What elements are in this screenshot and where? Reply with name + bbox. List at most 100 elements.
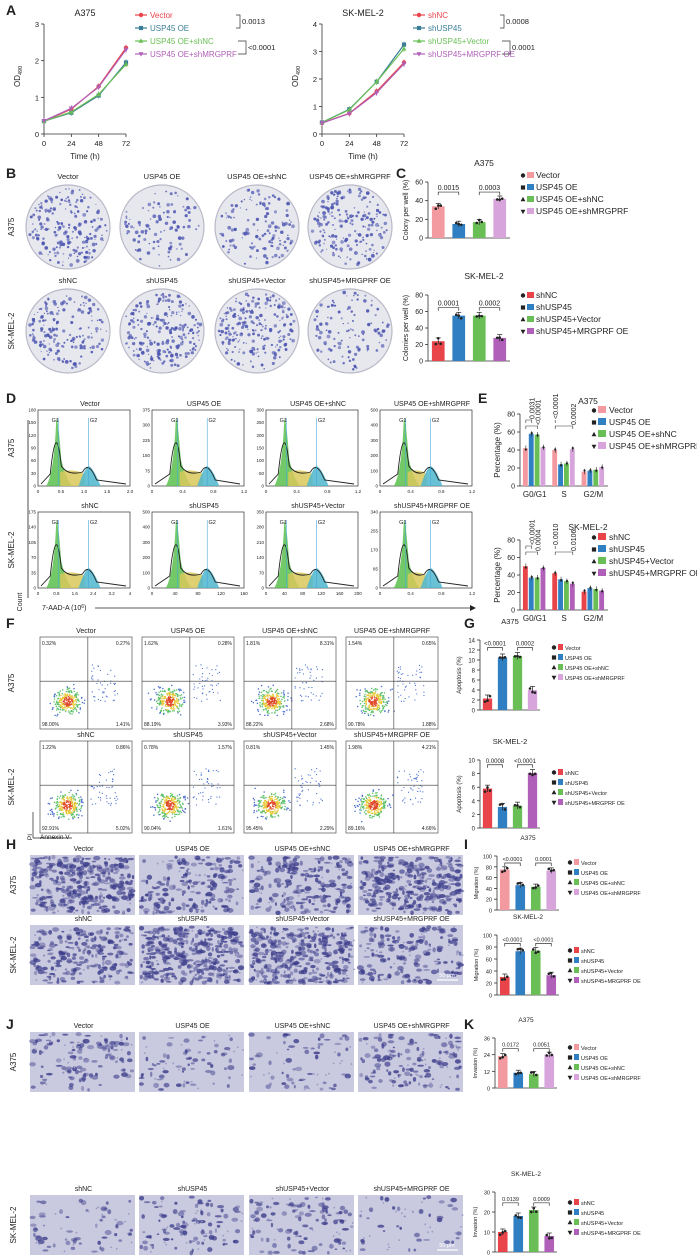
colony — [278, 356, 281, 359]
panel-label-i: I — [464, 836, 468, 852]
event-dot — [380, 710, 383, 712]
event-dot — [260, 799, 262, 802]
event-dot — [257, 806, 260, 808]
colony — [287, 332, 291, 337]
bar — [552, 450, 558, 486]
event-dot — [380, 692, 383, 694]
column-label: Vector — [76, 628, 97, 635]
event-dot — [198, 778, 201, 781]
membrane-pore — [126, 873, 129, 876]
colony — [325, 322, 328, 325]
event-dot — [364, 710, 366, 713]
quadrant-value: 3.93% — [218, 722, 233, 728]
bar — [558, 579, 563, 610]
colony — [184, 208, 187, 212]
event-dot — [58, 808, 61, 810]
colony — [361, 338, 365, 342]
event-dot — [296, 796, 298, 798]
event-dot — [283, 694, 285, 696]
colony — [61, 344, 64, 348]
event-dot — [379, 798, 381, 801]
event-dot — [371, 815, 374, 818]
event-dot — [160, 704, 163, 706]
event-dot — [211, 669, 213, 671]
event-dot — [407, 674, 409, 677]
event-dot — [319, 785, 321, 788]
colony — [349, 258, 352, 261]
x-tick-label: 0.8 — [438, 489, 445, 494]
event-dot — [373, 812, 375, 815]
event-dot — [180, 689, 182, 691]
colony — [374, 328, 378, 333]
colony — [45, 302, 48, 306]
colony — [281, 301, 286, 306]
event-dot — [375, 792, 377, 794]
colony — [191, 348, 194, 350]
event-dot — [298, 668, 301, 670]
event-dot — [161, 808, 164, 810]
colony — [255, 315, 259, 320]
event-dot — [159, 809, 161, 811]
data-point — [520, 173, 526, 178]
p-value: 0.0004 — [536, 529, 543, 551]
event-dot — [260, 811, 262, 813]
event-dot — [64, 805, 66, 808]
event-dot — [368, 809, 370, 811]
event-dot — [391, 688, 393, 690]
colony — [148, 321, 152, 326]
event-dot — [206, 667, 208, 669]
colony — [255, 234, 259, 239]
colony — [341, 195, 346, 200]
data-point — [41, 119, 47, 124]
event-dot — [110, 804, 112, 806]
event-dot — [299, 694, 302, 696]
event-dot — [309, 677, 311, 679]
plot-frame — [39, 636, 133, 730]
colony — [40, 202, 43, 205]
row-label: A375 — [7, 438, 16, 457]
event-dot — [78, 804, 80, 806]
colony — [181, 304, 185, 307]
colony — [251, 365, 255, 369]
colony — [256, 189, 260, 193]
event-dot — [57, 698, 59, 700]
colony — [42, 344, 47, 349]
chart-title: A375 — [74, 8, 95, 18]
bar — [522, 448, 528, 486]
p-value: <0.0001 — [484, 642, 507, 648]
colony — [177, 236, 182, 240]
colony — [157, 300, 160, 303]
histogram-outline — [40, 544, 127, 587]
colony — [285, 315, 289, 319]
colony — [132, 350, 135, 352]
colony — [238, 351, 240, 353]
event-dot — [53, 701, 55, 703]
event-dot — [202, 692, 204, 694]
event-dot — [365, 796, 367, 798]
colony — [291, 338, 295, 343]
event-dot — [417, 790, 419, 793]
cell — [67, 910, 73, 913]
legend-entry: shUSP45+Vector — [428, 37, 489, 46]
event-dot — [273, 793, 275, 796]
event-dot — [67, 706, 70, 708]
colony — [158, 253, 160, 256]
event-dot — [302, 789, 304, 791]
event-dot — [90, 798, 92, 800]
p-value: 0.0002 — [516, 642, 535, 648]
event-dot — [263, 791, 265, 793]
colony — [264, 220, 268, 223]
membrane-pore — [105, 869, 108, 872]
event-dot — [420, 769, 422, 771]
colony — [68, 333, 72, 337]
colony — [380, 226, 383, 229]
event-dot — [93, 696, 95, 698]
colony — [156, 342, 160, 346]
event-dot — [91, 691, 93, 693]
event-dot — [165, 815, 168, 818]
colony — [136, 353, 140, 358]
colony — [351, 358, 355, 361]
event-dot — [367, 713, 369, 715]
x-tick-label: 0.4 — [294, 489, 301, 494]
